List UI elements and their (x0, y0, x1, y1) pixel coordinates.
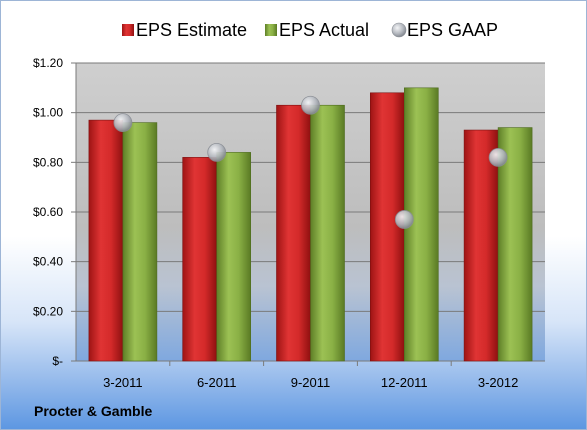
bar-eps-estimate (88, 119, 124, 362)
point-eps-gaap (394, 210, 414, 229)
y-tick-label: $0.40 (33, 255, 63, 269)
legend-swatch (122, 24, 134, 36)
bar-eps-estimate (182, 157, 217, 362)
legend-label: EPS GAAP (407, 20, 498, 40)
point-eps-gaap (207, 142, 227, 162)
y-tick-label: $1.00 (33, 106, 63, 120)
y-tick-label: $0.60 (33, 205, 63, 219)
y-tick-label: $0.80 (33, 155, 63, 169)
legend-label: EPS Estimate (136, 20, 247, 40)
point-eps-gaap (488, 147, 508, 167)
bar-eps-estimate (463, 129, 499, 362)
legend-eps-gaap: EPS GAAP (391, 20, 498, 40)
bar-eps-estimate (276, 104, 311, 362)
point-eps-gaap (113, 113, 133, 132)
y-tick-label: $- (52, 354, 63, 368)
company-name: Procter & Gamble (34, 403, 153, 419)
bar-eps-actual (310, 104, 345, 362)
x-category-label: 3-2012 (478, 375, 518, 390)
legend-swatch (391, 22, 407, 38)
x-category-label: 6-2011 (197, 375, 237, 390)
bar-eps-actual (497, 127, 533, 362)
legend-label: EPS Actual (279, 20, 369, 40)
y-tick-label: $1.20 (33, 56, 63, 70)
point-eps-gaap (301, 95, 320, 115)
legend-eps-actual: EPS Actual (265, 20, 369, 40)
legend-swatch (265, 24, 277, 36)
x-category-label: 12-2011 (381, 375, 428, 390)
legend-eps-estimate: EPS Estimate (122, 20, 247, 40)
x-category-label: 3-2011 (103, 375, 143, 390)
x-category-label: 9-2011 (291, 375, 331, 390)
bar-eps-actual (216, 152, 251, 362)
y-tick-label: $0.20 (33, 304, 63, 318)
bar-eps-actual (122, 122, 158, 362)
